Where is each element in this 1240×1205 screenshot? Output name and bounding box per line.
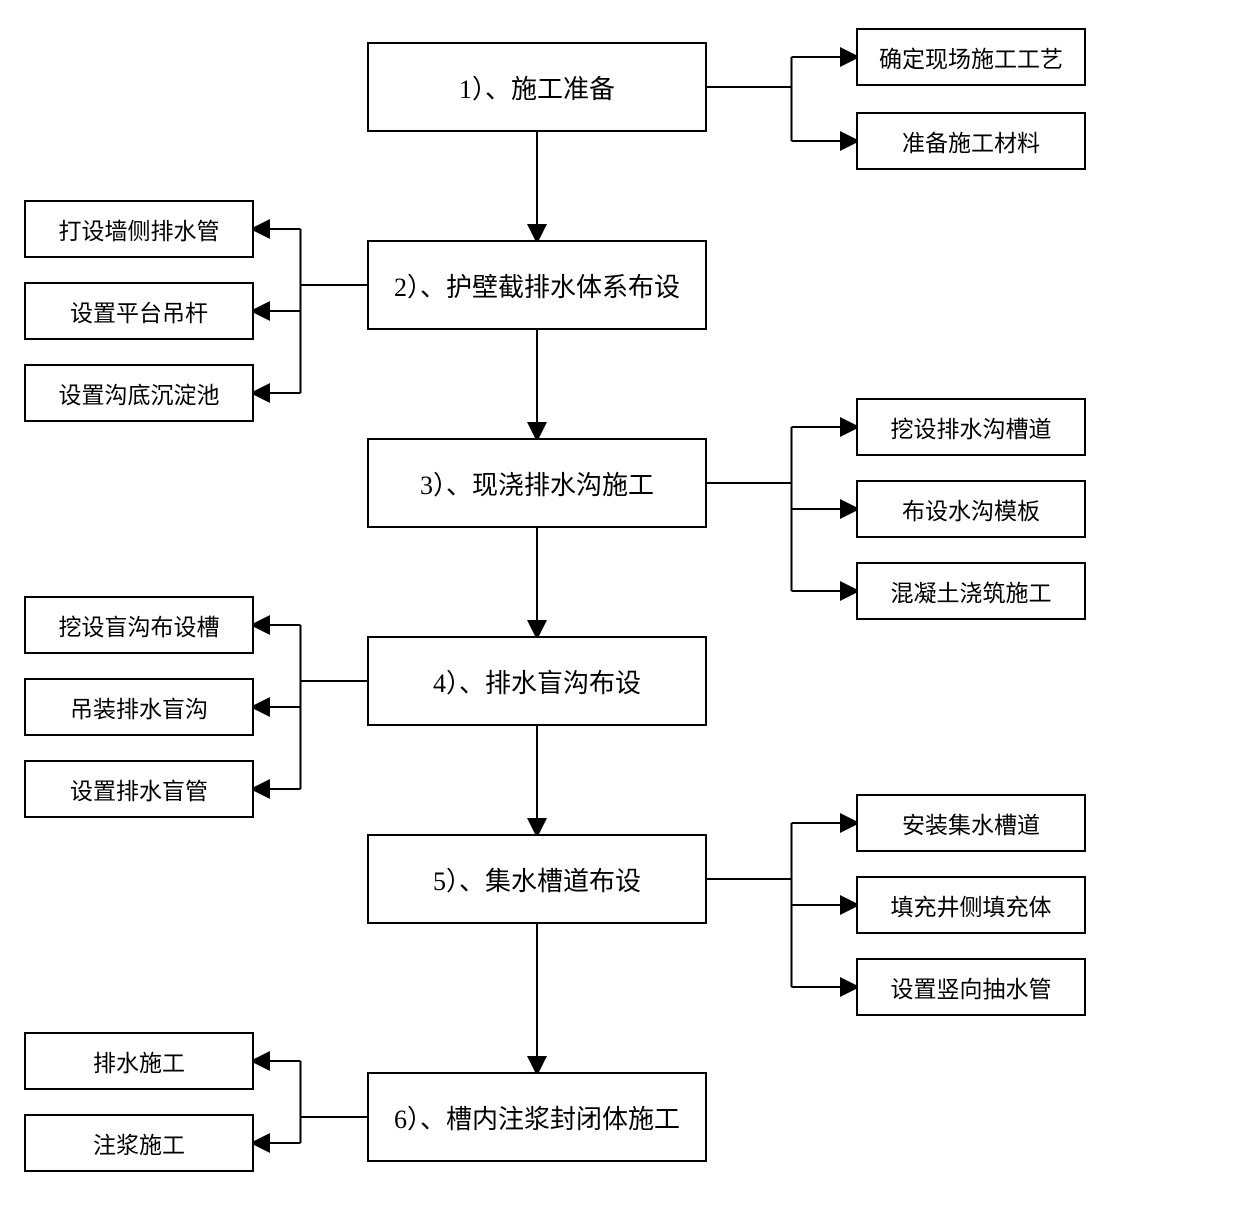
step-1-right-1: 准备施工材料 bbox=[856, 112, 1086, 170]
step-6: 6）、槽内注浆封闭体施工 bbox=[367, 1072, 707, 1162]
step-2-left-2: 设置沟底沉淀池 bbox=[24, 364, 254, 422]
step-4-left-0: 挖设盲沟布设槽 bbox=[24, 596, 254, 654]
step-1-right-0: 确定现场施工工艺 bbox=[856, 28, 1086, 86]
step-2-left-0: 打设墙侧排水管 bbox=[24, 200, 254, 258]
step-5-right-2: 设置竖向抽水管 bbox=[856, 958, 1086, 1016]
step-5: 5）、集水槽道布设 bbox=[367, 834, 707, 924]
step-3-right-1: 布设水沟模板 bbox=[856, 480, 1086, 538]
step-3-right-0: 挖设排水沟槽道 bbox=[856, 398, 1086, 456]
step-5-right-0: 安装集水槽道 bbox=[856, 794, 1086, 852]
step-3-right-2: 混凝土浇筑施工 bbox=[856, 562, 1086, 620]
step-4-left-1: 吊装排水盲沟 bbox=[24, 678, 254, 736]
step-6-left-0: 排水施工 bbox=[24, 1032, 254, 1090]
step-1: 1）、施工准备 bbox=[367, 42, 707, 132]
step-2-left-1: 设置平台吊杆 bbox=[24, 282, 254, 340]
step-6-left-1: 注浆施工 bbox=[24, 1114, 254, 1172]
step-5-right-1: 填充井侧填充体 bbox=[856, 876, 1086, 934]
step-2: 2）、护壁截排水体系布设 bbox=[367, 240, 707, 330]
step-4-left-2: 设置排水盲管 bbox=[24, 760, 254, 818]
step-4: 4）、排水盲沟布设 bbox=[367, 636, 707, 726]
step-3: 3）、现浇排水沟施工 bbox=[367, 438, 707, 528]
